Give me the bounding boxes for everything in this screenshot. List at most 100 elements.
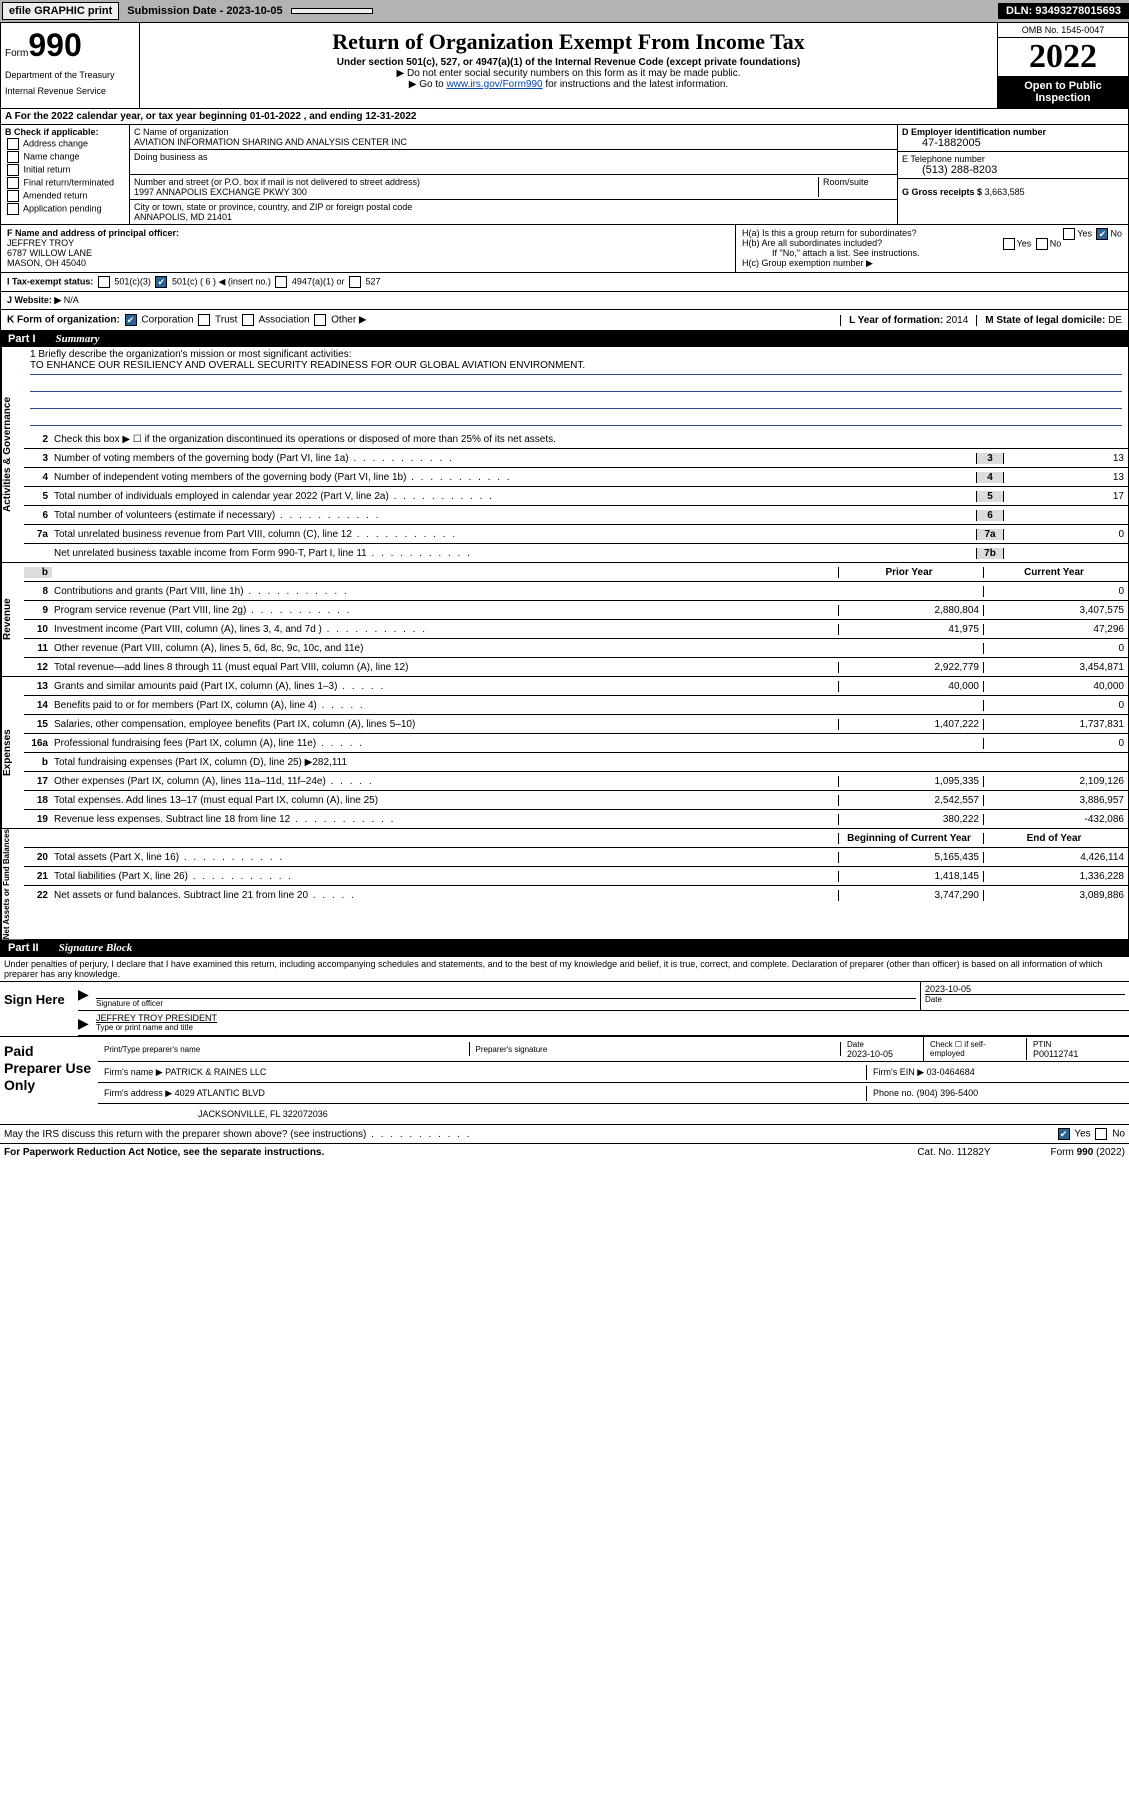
k-assoc[interactable]: Association <box>258 315 309 326</box>
chk-address-change[interactable]: Address change <box>5 138 125 150</box>
open-to-public: Open to Public Inspection <box>998 76 1128 108</box>
subtitle-1: Under section 501(c), 527, or 4947(a)(1)… <box>144 57 993 68</box>
firm-name: PATRICK & RAINES LLC <box>165 1067 266 1077</box>
ptin-label: PTIN <box>1033 1040 1051 1049</box>
form-header: Form990 Department of the Treasury Inter… <box>0 22 1129 109</box>
k-corp[interactable]: Corporation <box>141 315 193 326</box>
subtitle-3: ▶ Go to www.irs.gov/Form990 for instruct… <box>144 79 993 90</box>
c19: -432,086 <box>983 814 1128 825</box>
phone-label: E Telephone number <box>902 154 1124 164</box>
prep-name-label: Print/Type preparer's name <box>104 1045 200 1054</box>
p13: 40,000 <box>838 681 983 692</box>
firm-addr1: 4029 ATLANTIC BLVD <box>175 1088 265 1098</box>
revenue-section: Revenue bPrior YearCurrent Year 8Contrib… <box>0 563 1129 677</box>
street-label: Number and street (or P.O. box if mail i… <box>134 177 818 187</box>
form990-link[interactable]: www.irs.gov/Form990 <box>446 79 542 90</box>
dln: DLN: 93493278015693 <box>998 3 1129 19</box>
chk-initial-return[interactable]: Initial return <box>5 164 125 176</box>
line-5: Total number of individuals employed in … <box>52 491 976 502</box>
dba-cell: Doing business as <box>130 150 897 175</box>
k-other[interactable]: Other ▶ <box>331 315 366 326</box>
hb-no[interactable]: No <box>1050 238 1062 248</box>
line-22: Net assets or fund balances. Subtract li… <box>52 890 838 901</box>
line-16a: Professional fundraising fees (Part IX, … <box>52 738 838 749</box>
part2-title: Signature Block <box>59 942 133 954</box>
firm-ein-label: Firm's EIN ▶ <box>873 1067 924 1077</box>
firm-addr2: JACKSONVILLE, FL 322072036 <box>98 1107 1129 1121</box>
col-c-org-info: C Name of organization AVIATION INFORMAT… <box>130 125 897 224</box>
f-name: JEFFREY TROY <box>7 238 74 248</box>
signature-declaration: Under penalties of perjury, I declare th… <box>0 956 1129 981</box>
line-8: Contributions and grants (Part VIII, lin… <box>52 586 838 597</box>
line-10: Investment income (Part VIII, column (A)… <box>52 624 838 635</box>
m-label: M State of legal domicile: <box>985 315 1105 326</box>
firm-name-label: Firm's name ▶ <box>104 1067 163 1077</box>
line-11: Other revenue (Part VIII, column (A), li… <box>52 643 838 654</box>
val-5: 17 <box>1004 491 1128 502</box>
hb-yes[interactable]: Yes <box>1017 238 1032 248</box>
vtab-revenue: Revenue <box>1 563 24 676</box>
c15: 1,737,831 <box>983 719 1128 730</box>
chk-name-change[interactable]: Name change <box>5 151 125 163</box>
gross-receipts-value: 3,663,585 <box>985 187 1025 197</box>
city-label: City or town, state or province, country… <box>134 202 893 212</box>
gross-receipts-cell: G Gross receipts $ 3,663,585 <box>898 179 1128 199</box>
c18: 3,886,957 <box>983 795 1128 806</box>
k-trust[interactable]: Trust <box>215 315 237 326</box>
self-employed[interactable]: Check ☐ if self-employed <box>924 1038 1027 1060</box>
p12: 2,922,779 <box>838 662 983 673</box>
c8: 0 <box>983 586 1128 597</box>
line-13: Grants and similar amounts paid (Part IX… <box>52 681 838 692</box>
ha-yes[interactable]: Yes <box>1077 228 1092 238</box>
i-501c3[interactable]: 501(c)(3) <box>114 276 151 286</box>
sign-here-label: Sign Here <box>0 982 78 1036</box>
val-3: 13 <box>1004 453 1128 464</box>
p9: 2,880,804 <box>838 605 983 616</box>
chk-application-pending[interactable]: Application pending <box>5 203 125 215</box>
discuss-question: May the IRS discuss this return with the… <box>4 1129 472 1140</box>
chk-final-return[interactable]: Final return/terminated <box>5 177 125 189</box>
i-527[interactable]: 527 <box>365 276 380 286</box>
part1-title: Summary <box>56 333 100 345</box>
p17: 1,095,335 <box>838 776 983 787</box>
prep-date-label: Date <box>847 1040 864 1049</box>
ha-no[interactable]: No <box>1110 228 1122 238</box>
col-b-title: B Check if applicable: <box>5 127 125 137</box>
f-officer: F Name and address of principal officer:… <box>1 225 736 272</box>
p15: 1,407,222 <box>838 719 983 730</box>
discuss-no[interactable]: No <box>1112 1129 1125 1140</box>
footer: For Paperwork Reduction Act Notice, see … <box>0 1143 1129 1161</box>
ha-label: H(a) Is this a group return for subordin… <box>742 228 917 238</box>
vtab-governance: Activities & Governance <box>1 347 24 562</box>
city: ANNAPOLIS, MD 21401 <box>134 212 893 222</box>
line-18: Total expenses. Add lines 13–17 (must eq… <box>52 795 838 806</box>
irs-label: Internal Revenue Service <box>5 86 135 96</box>
line-16b: Total fundraising expenses (Part IX, col… <box>52 757 838 768</box>
c11: 0 <box>983 643 1128 654</box>
subtitle-2: ▶ Do not enter social security numbers o… <box>144 68 993 79</box>
h-group-return: H(a) Is this a group return for subordin… <box>736 225 1128 272</box>
signature-officer[interactable]: Signature of officer <box>92 982 921 1010</box>
i-501c[interactable]: 501(c) ( 6 ) ◀ (insert no.) <box>172 276 271 286</box>
line-17: Other expenses (Part IX, column (A), lin… <box>52 776 838 787</box>
c16a: 0 <box>983 738 1128 749</box>
vtab-net-assets: Net Assets or Fund Balances <box>1 829 24 939</box>
prep-sig-label: Preparer's signature <box>476 1045 548 1054</box>
f-label: F Name and address of principal officer: <box>7 228 179 238</box>
street-cell: Number and street (or P.O. box if mail i… <box>130 175 897 200</box>
arrow-icon: ▶ <box>78 982 92 1010</box>
mission-block: 1 Briefly describe the organization's mi… <box>24 347 1128 430</box>
sign-here-block: Sign Here ▶ Signature of officer 2023-10… <box>0 981 1129 1036</box>
blank-button[interactable] <box>291 8 373 14</box>
form-number: 990 <box>28 27 81 63</box>
phone-cell: E Telephone number (513) 288-8203 <box>898 152 1128 179</box>
efile-button[interactable]: efile GRAPHIC print <box>2 2 119 20</box>
j-val: N/A <box>64 295 79 305</box>
discuss-yes[interactable]: Yes <box>1074 1129 1090 1140</box>
chk-amended-return[interactable]: Amended return <box>5 190 125 202</box>
arrow-icon: ▶ <box>78 1011 92 1035</box>
p19: 380,222 <box>838 814 983 825</box>
i-4947[interactable]: 4947(a)(1) or <box>292 276 345 286</box>
col-b-checkboxes: B Check if applicable: Address change Na… <box>1 125 130 224</box>
firm-phone: (904) 396-5400 <box>917 1088 979 1098</box>
